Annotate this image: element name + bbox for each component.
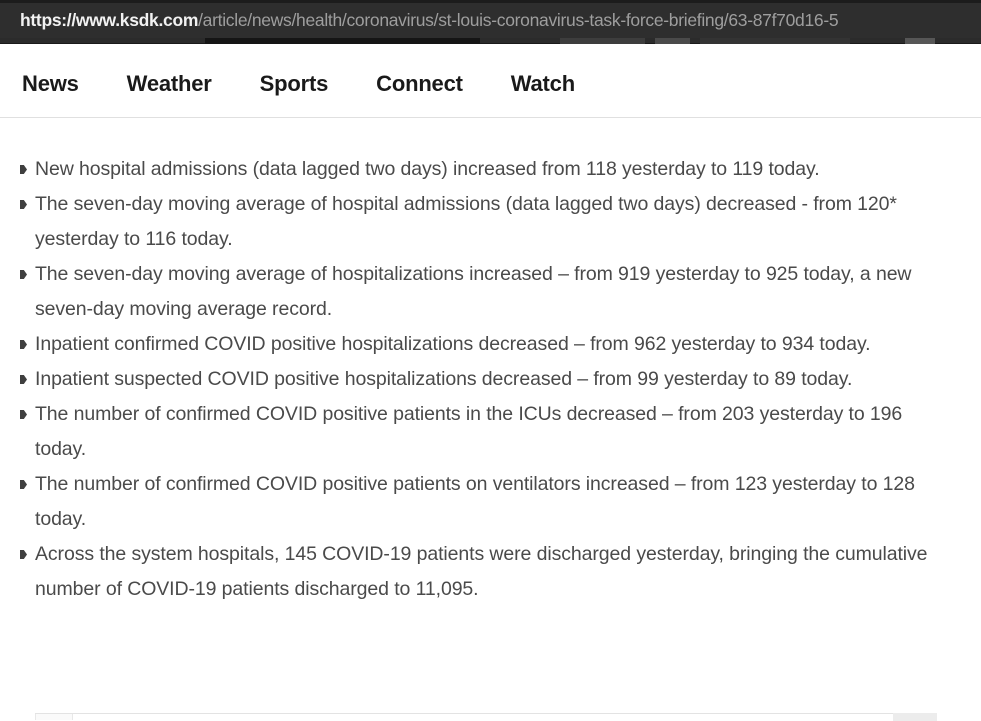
list-item-text: Across the system hospitals, 145 COVID-1… (35, 543, 928, 600)
bullet-icon (20, 165, 27, 174)
table-corner-cell (35, 714, 73, 720)
stats-list: New hospital admissions (data lagged two… (0, 152, 936, 607)
bullet-icon (20, 270, 27, 279)
list-item-text: The number of confirmed COVID positive p… (35, 403, 903, 460)
nav-item-sports[interactable]: Sports (259, 70, 329, 96)
list-item: The number of confirmed COVID positive p… (0, 397, 936, 467)
list-item: The seven-day moving average of hospital… (0, 257, 936, 327)
url-path: /article/news/health/coronavirus/st-loui… (198, 10, 839, 30)
nav-item-watch[interactable]: Watch (510, 70, 575, 96)
browser-url-bar[interactable]: https://www.ksdk.com/article/news/health… (0, 0, 981, 38)
list-item-text: The seven-day moving average of hospital… (35, 263, 912, 320)
list-item-text: The seven-day moving average of hospital… (35, 193, 897, 250)
bullet-icon (20, 375, 27, 384)
cut-header-segment (700, 38, 850, 44)
bullet-icon (20, 410, 27, 419)
list-item-text: Inpatient suspected COVID positive hospi… (35, 368, 853, 390)
nav-item-connect[interactable]: Connect (376, 70, 463, 96)
list-item: Inpatient confirmed COVID positive hospi… (0, 327, 936, 362)
url-protocol-host: https://www.ksdk.com (20, 10, 199, 30)
list-item: Across the system hospitals, 145 COVID-1… (0, 537, 936, 607)
cut-header-segment (205, 38, 480, 44)
list-item-text: The number of confirmed COVID positive p… (35, 473, 915, 530)
table-header-cell (893, 713, 937, 721)
list-item: The seven-day moving average of hospital… (0, 187, 936, 257)
list-item-text: New hospital admissions (data lagged two… (35, 158, 820, 180)
nav-item-weather[interactable]: Weather (126, 70, 212, 96)
bullet-icon (20, 340, 27, 349)
list-item-text: Inpatient confirmed COVID positive hospi… (35, 333, 871, 355)
cut-header-segment (560, 38, 645, 44)
primary-nav: News Weather Sports Connect Watch (0, 44, 981, 118)
cut-page-header-strip (0, 38, 981, 44)
nav-item-news[interactable]: News (22, 70, 79, 96)
article-content: New hospital admissions (data lagged two… (0, 118, 981, 607)
list-item: The number of confirmed COVID positive p… (0, 467, 936, 537)
bullet-icon (20, 200, 27, 209)
list-item: Inpatient suspected COVID positive hospi… (0, 362, 936, 397)
cut-header-segment (655, 38, 690, 44)
list-item: New hospital admissions (data lagged two… (0, 152, 936, 187)
table-top-edge (35, 713, 937, 721)
cut-header-segment (905, 38, 935, 44)
bullet-icon (20, 480, 27, 489)
bullet-icon (20, 550, 27, 559)
